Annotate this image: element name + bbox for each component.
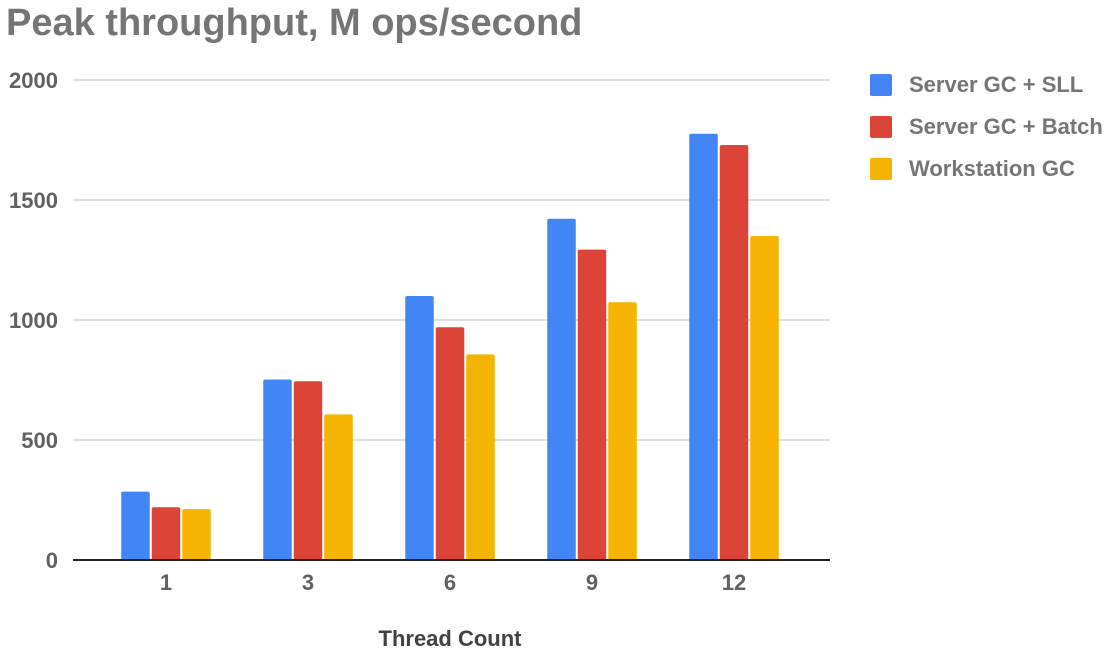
bar-workstation-gc-12[interactable]: [750, 236, 779, 560]
x-tick-label-12: 12: [722, 570, 746, 595]
legend-label-server-gc-batch: Server GC + Batch: [909, 114, 1103, 139]
legend: Server GC + SLL Server GC + Batch Workst…: [870, 64, 1103, 190]
bar-server-gc-batch-9[interactable]: [577, 249, 607, 560]
x-tick-labels: 1 3 6 9 12: [160, 570, 746, 595]
bar-server-gc-batch-12[interactable]: [719, 145, 749, 561]
bar-server-gc-batch-1[interactable]: [151, 507, 181, 560]
legend-item-server-gc-batch[interactable]: Server GC + Batch: [870, 106, 1103, 148]
x-tick-label-9: 9: [586, 570, 598, 595]
y-tick-labels: 0 500 1000 1500 2000: [9, 68, 58, 573]
x-tick-label-3: 3: [302, 570, 314, 595]
legend-swatch-workstation-gc: [870, 158, 892, 180]
bar-server-gc-sll-3[interactable]: [263, 379, 292, 560]
legend-swatch-server-gc-batch: [870, 116, 892, 138]
legend-swatch-server-gc-sll: [870, 74, 892, 96]
y-tick-label-2000: 2000: [9, 68, 58, 93]
bar-workstation-gc-1[interactable]: [182, 509, 211, 560]
legend-item-server-gc-sll[interactable]: Server GC + SLL: [870, 64, 1103, 106]
x-tick-label-6: 6: [444, 570, 456, 595]
legend-label-server-gc-sll: Server GC + SLL: [909, 72, 1084, 97]
legend-item-workstation-gc[interactable]: Workstation GC: [870, 148, 1103, 190]
y-tick-label-0: 0: [46, 548, 58, 573]
x-axis-title: Thread Count: [378, 626, 522, 651]
bar-workstation-gc-9[interactable]: [608, 302, 637, 560]
legend-label-workstation-gc: Workstation GC: [909, 156, 1075, 181]
bar-server-gc-sll-1[interactable]: [121, 491, 150, 560]
bar-workstation-gc-6[interactable]: [466, 354, 495, 560]
bars: [121, 133, 779, 561]
chart-title: Peak throughput, M ops/second: [6, 2, 583, 44]
bar-server-gc-batch-3[interactable]: [293, 381, 323, 560]
y-tick-label-1000: 1000: [9, 308, 58, 333]
bar-server-gc-sll-9[interactable]: [547, 218, 576, 560]
y-tick-label-1500: 1500: [9, 188, 58, 213]
bar-server-gc-batch-6[interactable]: [435, 327, 465, 560]
bar-workstation-gc-3[interactable]: [324, 414, 353, 560]
bar-server-gc-sll-6[interactable]: [405, 296, 434, 560]
y-tick-label-500: 500: [21, 428, 58, 453]
x-tick-label-1: 1: [160, 570, 172, 595]
bar-server-gc-sll-12[interactable]: [689, 133, 718, 560]
